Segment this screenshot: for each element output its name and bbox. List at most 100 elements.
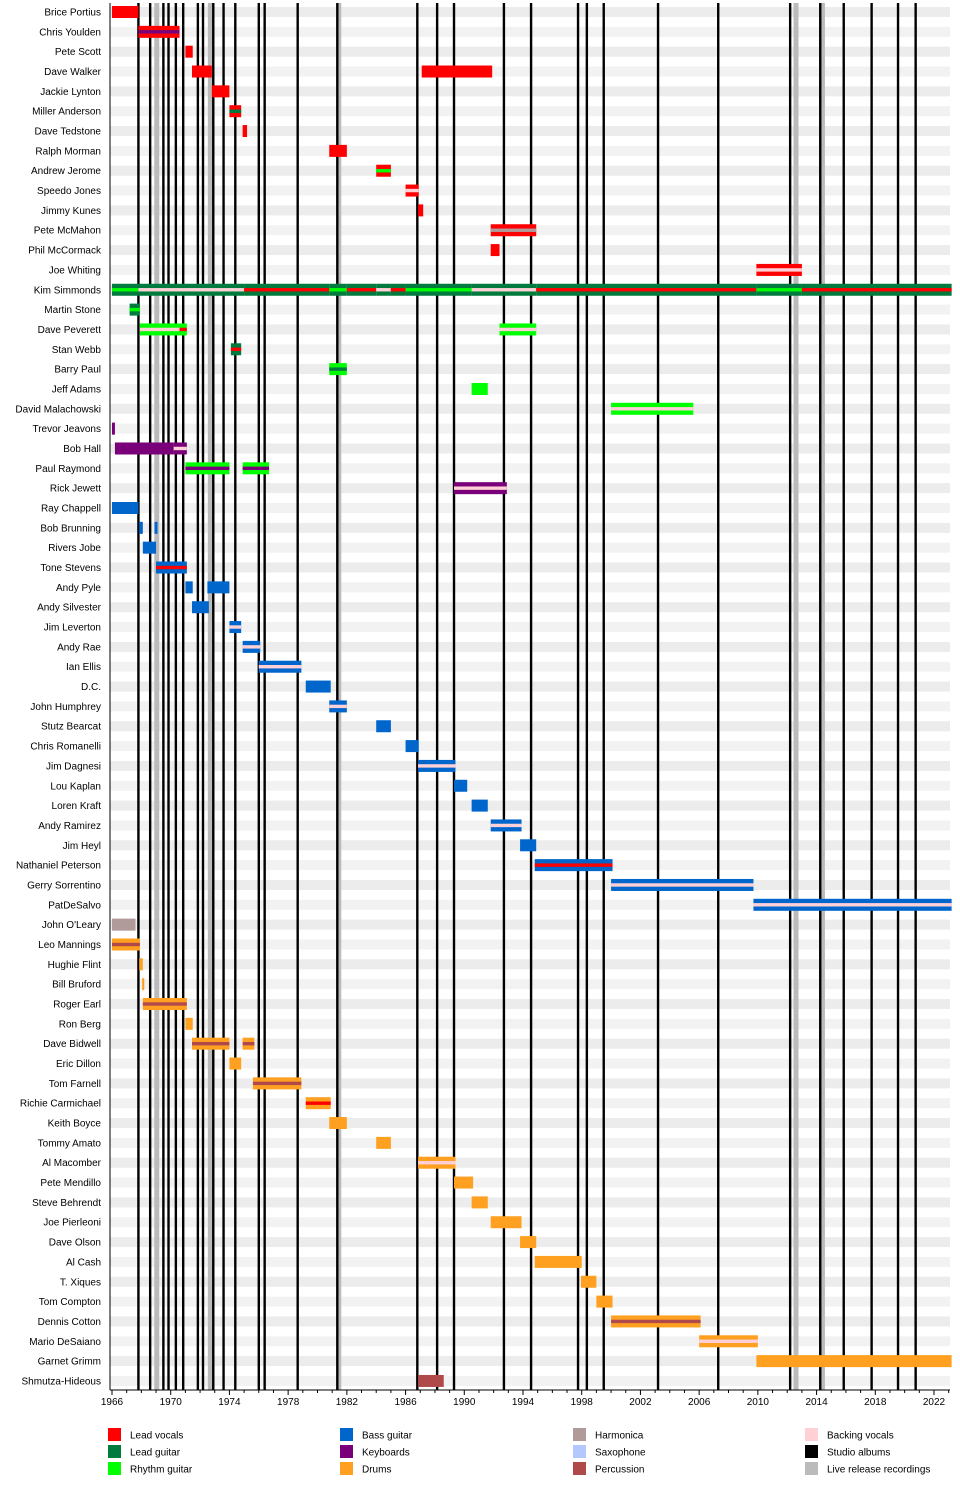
member-bar-secondary-role bbox=[129, 307, 140, 312]
studio-album-line bbox=[234, 3, 237, 1390]
studio-album-line bbox=[257, 3, 260, 1390]
x-tick-label: 2002 bbox=[629, 1397, 652, 1408]
legend-label: Drums bbox=[362, 1465, 391, 1476]
member-label: Chris Romanelli bbox=[30, 742, 101, 753]
member-bar bbox=[305, 680, 331, 693]
member-label: Phil McCormack bbox=[28, 246, 102, 257]
member-label: Pete Mendillo bbox=[40, 1178, 101, 1189]
member-label: Rick Jewett bbox=[50, 484, 101, 495]
legend-swatch bbox=[573, 1462, 586, 1475]
studio-album-line bbox=[435, 3, 439, 1390]
legend-label: Harmonica bbox=[595, 1431, 644, 1442]
member-bar-secondary-role bbox=[138, 288, 245, 292]
member-bar-secondary-role bbox=[418, 764, 456, 768]
member-bar-secondary-role bbox=[471, 288, 537, 292]
member-bar bbox=[534, 1255, 582, 1268]
member-label: Mario DeSaiano bbox=[29, 1337, 101, 1348]
member-label: Jim Leverton bbox=[44, 623, 101, 634]
member-label: Andy Rae bbox=[57, 642, 101, 653]
member-bar-secondary-role bbox=[142, 1002, 187, 1006]
member-label: Gerry Sorrentino bbox=[27, 880, 101, 891]
legend-swatch bbox=[805, 1428, 818, 1441]
member-bar-secondary-role bbox=[405, 188, 419, 193]
x-tick-label: 1974 bbox=[218, 1397, 241, 1408]
member-label: Shmutza-Hideous bbox=[22, 1376, 101, 1387]
member-label: Andy Pyle bbox=[56, 583, 101, 594]
studio-album-line bbox=[296, 3, 299, 1390]
member-bar bbox=[229, 1057, 242, 1070]
member-label: Al Cash bbox=[66, 1257, 101, 1268]
member-bar-secondary-role bbox=[418, 1161, 456, 1165]
member-bar-secondary-role bbox=[376, 288, 391, 292]
member-bar-secondary-role bbox=[242, 645, 261, 649]
member-label: David Malachowski bbox=[15, 404, 101, 415]
member-bar bbox=[376, 1136, 391, 1149]
member-bar-secondary-role bbox=[230, 347, 242, 351]
x-tick-label: 2010 bbox=[747, 1397, 770, 1408]
member-label: Al Macomber bbox=[42, 1158, 102, 1169]
member-bar-secondary-role bbox=[801, 288, 952, 292]
legend-label: Lead guitar bbox=[130, 1448, 181, 1459]
member-label: T. Xiques bbox=[60, 1277, 101, 1288]
x-tick-label: 1994 bbox=[512, 1397, 535, 1408]
member-bar-secondary-role bbox=[611, 1319, 701, 1324]
live-release-line bbox=[207, 3, 213, 1390]
member-bar bbox=[490, 244, 500, 257]
member-bar-secondary-role bbox=[756, 288, 802, 292]
member-bar-secondary-role bbox=[191, 1041, 230, 1046]
x-tick-label: 1986 bbox=[394, 1397, 417, 1408]
member-bar bbox=[112, 6, 139, 18]
legend-swatch bbox=[573, 1428, 586, 1441]
member-bar bbox=[756, 1355, 952, 1368]
x-tick-label: 1990 bbox=[453, 1397, 476, 1408]
studio-album-line bbox=[529, 3, 533, 1390]
member-bar bbox=[114, 442, 174, 455]
legend-swatch bbox=[108, 1445, 121, 1458]
member-label: Roger Earl bbox=[53, 1000, 101, 1011]
member-bar-secondary-role bbox=[390, 288, 406, 292]
member-label: Dave Peverett bbox=[38, 325, 102, 336]
studio-album-line bbox=[196, 3, 200, 1390]
member-bar bbox=[520, 1236, 537, 1249]
member-label: Andy Ramirez bbox=[38, 821, 101, 832]
member-label: Kim Simmonds bbox=[34, 285, 101, 296]
member-bar bbox=[142, 541, 157, 554]
member-label: Barry Paul bbox=[54, 365, 101, 376]
member-label: Keith Boyce bbox=[48, 1119, 102, 1130]
member-label: Tom Compton bbox=[39, 1297, 101, 1308]
studio-album-line bbox=[416, 3, 419, 1390]
member-bar bbox=[405, 740, 419, 753]
member-label: John O'Leary bbox=[42, 920, 101, 931]
member-bar bbox=[454, 779, 468, 792]
studio-album-line bbox=[819, 3, 822, 1390]
live-release-line bbox=[154, 3, 160, 1390]
member-bar-secondary-role bbox=[329, 288, 347, 292]
member-label: Jeff Adams bbox=[52, 384, 101, 395]
legend-label: Keyboards bbox=[362, 1448, 410, 1459]
studio-album-line bbox=[870, 3, 873, 1390]
member-label: Bob Brunning bbox=[40, 523, 101, 534]
member-bar-secondary-role bbox=[756, 268, 802, 272]
member-label: Pete Scott bbox=[55, 47, 101, 58]
member-bar bbox=[139, 521, 143, 534]
member-bar-secondary-role bbox=[252, 1081, 302, 1086]
member-bar-secondary-role bbox=[753, 903, 952, 907]
member-bar bbox=[454, 1176, 474, 1189]
member-bar-secondary-role bbox=[112, 288, 139, 292]
member-bar-secondary-role bbox=[173, 446, 187, 451]
member-bar bbox=[242, 125, 248, 138]
legend-label: Live release recordings bbox=[827, 1465, 930, 1476]
studio-album-line bbox=[502, 3, 506, 1390]
member-bar bbox=[191, 601, 209, 614]
member-bar bbox=[329, 144, 347, 157]
member-bar-secondary-role bbox=[138, 30, 180, 34]
member-bar-secondary-role bbox=[185, 466, 230, 471]
studio-album-line bbox=[717, 3, 720, 1390]
member-label: Ian Ellis bbox=[66, 662, 101, 673]
studio-album-line bbox=[585, 3, 589, 1390]
member-label: Paul Raymond bbox=[35, 464, 101, 475]
legend-label: Backing vocals bbox=[827, 1431, 894, 1442]
member-label: Jimmy Kunes bbox=[41, 206, 101, 217]
studio-album-line bbox=[842, 3, 845, 1390]
